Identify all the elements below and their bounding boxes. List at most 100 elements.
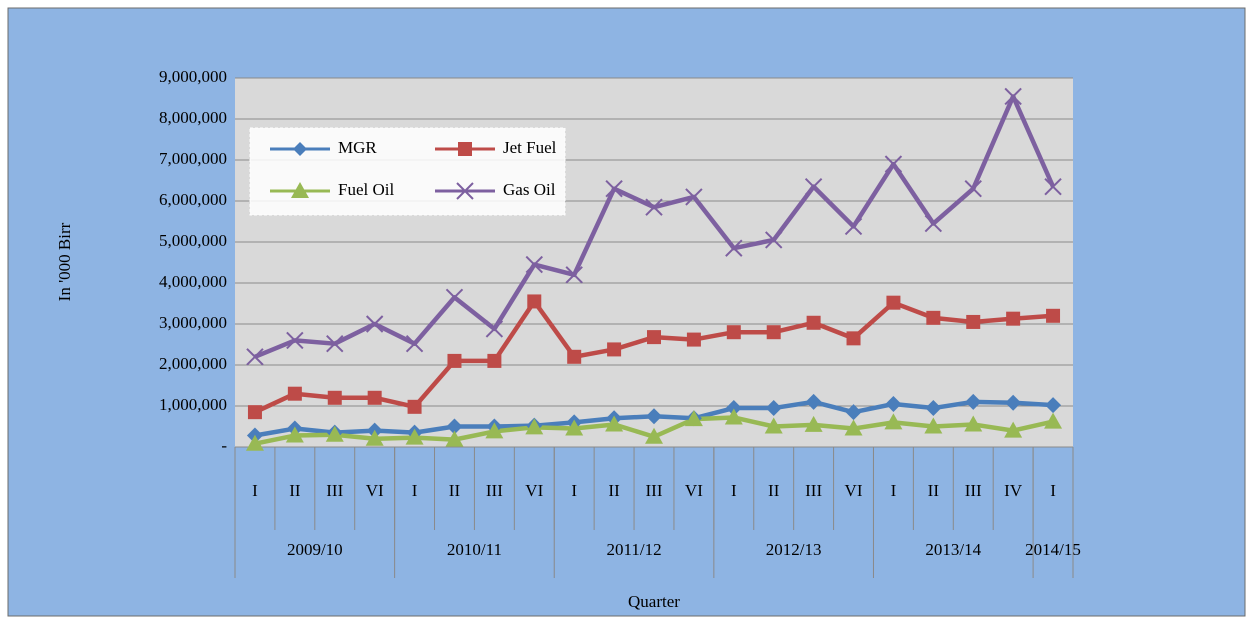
x-tick-label: I	[891, 481, 897, 500]
marker	[964, 179, 982, 198]
x-tick-label: II	[768, 481, 780, 500]
marker	[765, 231, 783, 249]
marker	[924, 214, 943, 233]
marker	[565, 266, 583, 284]
y-tick-label: 2,000,000	[159, 354, 227, 373]
marker	[246, 348, 264, 366]
marker	[607, 342, 622, 357]
marker	[805, 393, 822, 410]
marker	[1045, 397, 1062, 414]
x-group-label: 2012/13	[766, 540, 822, 559]
marker	[685, 188, 703, 206]
y-axis-title: In '000 Birr	[55, 222, 74, 301]
marker	[365, 315, 384, 333]
marker	[925, 400, 942, 417]
x-tick-label: II	[449, 481, 461, 500]
marker	[487, 353, 502, 368]
marker	[884, 155, 903, 173]
x-tick-label: IV	[1004, 481, 1023, 500]
x-tick-label: I	[571, 481, 577, 500]
x-tick-label: I	[731, 481, 737, 500]
marker	[445, 430, 464, 447]
marker	[367, 390, 382, 405]
marker	[885, 395, 902, 412]
marker	[605, 415, 624, 432]
marker	[445, 288, 464, 307]
marker	[645, 198, 663, 216]
marker	[647, 330, 661, 345]
y-tick-label: 7,000,000	[159, 149, 227, 168]
y-tick-label: 5,000,000	[159, 231, 227, 250]
marker	[456, 182, 474, 200]
marker	[1044, 177, 1062, 196]
x-tick-label: I	[412, 481, 418, 500]
marker	[365, 429, 384, 446]
y-tick-label: 1,000,000	[159, 395, 227, 414]
x-tick-label: III	[326, 481, 343, 500]
y-tick-label: 4,000,000	[159, 272, 227, 291]
marker	[965, 393, 982, 410]
marker	[765, 400, 782, 417]
marker	[964, 415, 983, 432]
marker	[725, 239, 743, 257]
x-tick-label: III	[805, 481, 822, 500]
marker	[1046, 308, 1061, 323]
marker	[804, 177, 823, 196]
marker	[525, 418, 544, 435]
marker	[926, 310, 941, 325]
marker	[407, 399, 422, 414]
marker	[686, 332, 701, 347]
marker	[245, 434, 264, 451]
marker	[1044, 412, 1063, 429]
marker	[565, 419, 584, 436]
marker	[884, 413, 903, 430]
marker	[1004, 421, 1023, 438]
marker	[286, 331, 304, 350]
x-tick-label: VI	[845, 481, 863, 500]
x-tick-label: III	[486, 481, 503, 500]
marker	[405, 428, 424, 445]
marker	[645, 427, 663, 444]
marker	[326, 334, 344, 353]
legend-label: Jet Fuel	[503, 138, 557, 157]
marker	[458, 142, 472, 156]
x-tick-label: I	[252, 481, 258, 500]
marker	[1005, 394, 1022, 411]
marker	[846, 331, 861, 346]
marker	[527, 294, 542, 309]
legend-label: MGR	[338, 138, 377, 157]
marker	[844, 217, 863, 236]
x-group-label: 2011/12	[607, 540, 662, 559]
marker	[287, 386, 302, 401]
x-tick-label: VI	[685, 481, 703, 500]
y-tick-label: 3,000,000	[159, 313, 227, 332]
marker	[567, 349, 582, 364]
marker	[405, 334, 424, 353]
x-group-label: 2013/14	[925, 540, 981, 559]
marker	[447, 353, 462, 368]
marker	[605, 179, 623, 198]
marker	[293, 142, 307, 156]
marker	[291, 182, 309, 198]
x-group-label: 2010/11	[447, 540, 502, 559]
y-tick-label: -	[221, 436, 227, 455]
marker	[247, 405, 262, 420]
marker	[446, 418, 463, 435]
x-tick-label: VI	[366, 481, 384, 500]
marker	[724, 408, 743, 425]
y-tick-label: 6,000,000	[159, 190, 227, 209]
marker	[285, 426, 304, 443]
x-tick-label: II	[928, 481, 940, 500]
marker	[886, 295, 901, 310]
marker	[1006, 311, 1021, 326]
marker	[924, 417, 943, 434]
x-axis-title: Quarter	[628, 592, 680, 611]
x-tick-label: III	[646, 481, 663, 500]
marker	[966, 314, 981, 329]
marker	[325, 425, 344, 442]
x-tick-label: II	[289, 481, 301, 500]
x-group-label: 2009/10	[287, 540, 343, 559]
marker	[525, 255, 543, 274]
y-tick-label: 9,000,000	[159, 67, 227, 86]
